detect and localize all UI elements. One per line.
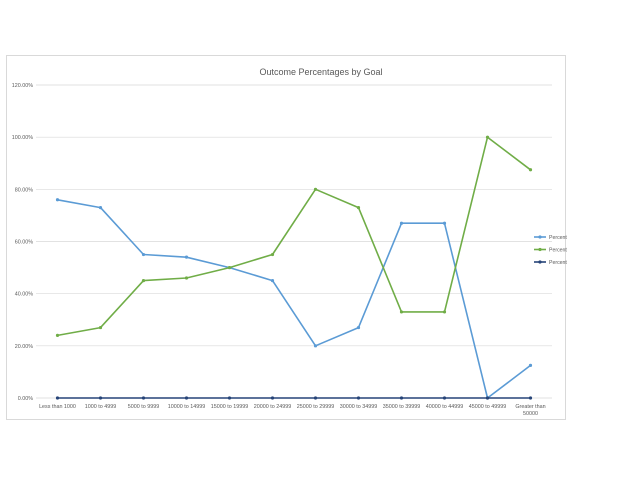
chart-title: Outcome Percentages by Goal	[259, 67, 382, 77]
x-tick-label: 30000 to 34999	[340, 404, 377, 410]
data-point-percentaged-canceled	[313, 396, 318, 400]
data-point-percentage-failed	[184, 276, 189, 280]
series-line-percentage-failed	[57, 136, 531, 337]
data-point-percentaged-canceled	[399, 396, 404, 400]
data-point-percentaged-canceled	[442, 396, 447, 400]
y-tick-label: 100.00%	[12, 135, 33, 141]
x-tick-label: 5000 to 9999	[128, 404, 159, 410]
data-point-percentage-successful	[55, 198, 60, 202]
legend-label: Percentage Failed	[549, 247, 567, 253]
y-tick-label: 120.00%	[12, 83, 33, 89]
legend-marker	[538, 260, 542, 264]
y-tick-label: 20.00%	[15, 344, 33, 350]
y-axis: 0.00% 20.00% 40.00% 60.00% 80.00% 100.00% 120.…	[12, 83, 33, 402]
data-point-percentage-failed	[313, 187, 318, 191]
x-tick-label: 15000 to 19999	[211, 404, 248, 410]
x-axis: Less than 1000 1000 to 4999 5000 to 9999 10…	[39, 404, 546, 417]
series-line-percentage-successful	[57, 199, 531, 399]
data-point-percentage-successful	[270, 279, 275, 283]
x-tick-label: 1000 to 4999	[85, 404, 116, 410]
data-point-percentage-failed	[399, 310, 404, 314]
x-tick-label: Greater than	[515, 404, 545, 410]
data-point-percentaged-canceled	[55, 396, 60, 400]
data-point-percentage-failed	[528, 168, 533, 172]
legend-label: Percentaged Canceled	[549, 260, 567, 266]
y-tick-label: 0.00%	[18, 396, 33, 402]
data-point-percentage-failed	[98, 325, 103, 330]
data-point-percentage-failed	[227, 265, 232, 270]
data-point-percentage-successful	[528, 363, 533, 367]
legend: Percentage Successful Percentage Failed Pe…	[534, 235, 567, 266]
line-chart: Outcome Percentages by Goal 0.00% 20.00% 4…	[12, 67, 567, 417]
x-tick-label: 45000 to 49999	[469, 404, 506, 410]
data-point-percentaged-canceled	[270, 396, 275, 400]
data-point-percentage-failed	[442, 310, 447, 314]
x-tick-label: 25000 to 29999	[297, 404, 334, 410]
x-tick-label: 50000	[523, 411, 538, 417]
gridlines	[36, 84, 552, 399]
data-point-percentage-successful	[141, 252, 146, 257]
data-point-percentaged-canceled	[356, 396, 361, 400]
data-point-percentage-successful	[98, 205, 103, 210]
data-point-percentaged-canceled	[184, 396, 189, 400]
legend-marker	[538, 247, 542, 252]
y-tick-label: 40.00%	[15, 292, 33, 298]
y-tick-label: 60.00%	[15, 240, 33, 246]
series-lines	[55, 135, 533, 400]
x-tick-label: Less than 1000	[39, 404, 76, 410]
data-point-percentage-failed	[270, 252, 275, 257]
data-point-percentaged-canceled	[528, 396, 533, 400]
legend-marker	[538, 235, 542, 239]
x-tick-label: 10000 to 14999	[168, 404, 205, 410]
data-point-percentaged-canceled	[98, 396, 103, 400]
y-tick-label: 80.00%	[15, 187, 33, 193]
legend-label: Percentage Successful	[549, 235, 567, 241]
data-point-percentage-failed	[55, 333, 60, 337]
x-tick-label: 35000 to 39999	[383, 404, 420, 410]
x-tick-label: 20000 to 24999	[254, 404, 291, 410]
data-point-percentage-failed	[141, 279, 146, 283]
data-point-percentage-successful	[399, 221, 404, 225]
data-point-percentage-failed	[356, 205, 361, 210]
data-point-percentaged-canceled	[141, 396, 146, 400]
data-point-percentage-successful	[313, 344, 318, 348]
data-point-percentage-successful	[184, 255, 189, 259]
x-tick-label: 40000 to 44999	[426, 404, 463, 410]
data-point-percentaged-canceled	[485, 396, 490, 400]
data-point-percentage-failed	[485, 135, 490, 139]
data-point-percentage-successful	[356, 325, 361, 330]
data-point-percentage-successful	[442, 221, 447, 225]
data-point-percentaged-canceled	[227, 396, 232, 400]
chart-area: Outcome Percentages by Goal 0.00% 20.00% 4…	[6, 55, 567, 420]
